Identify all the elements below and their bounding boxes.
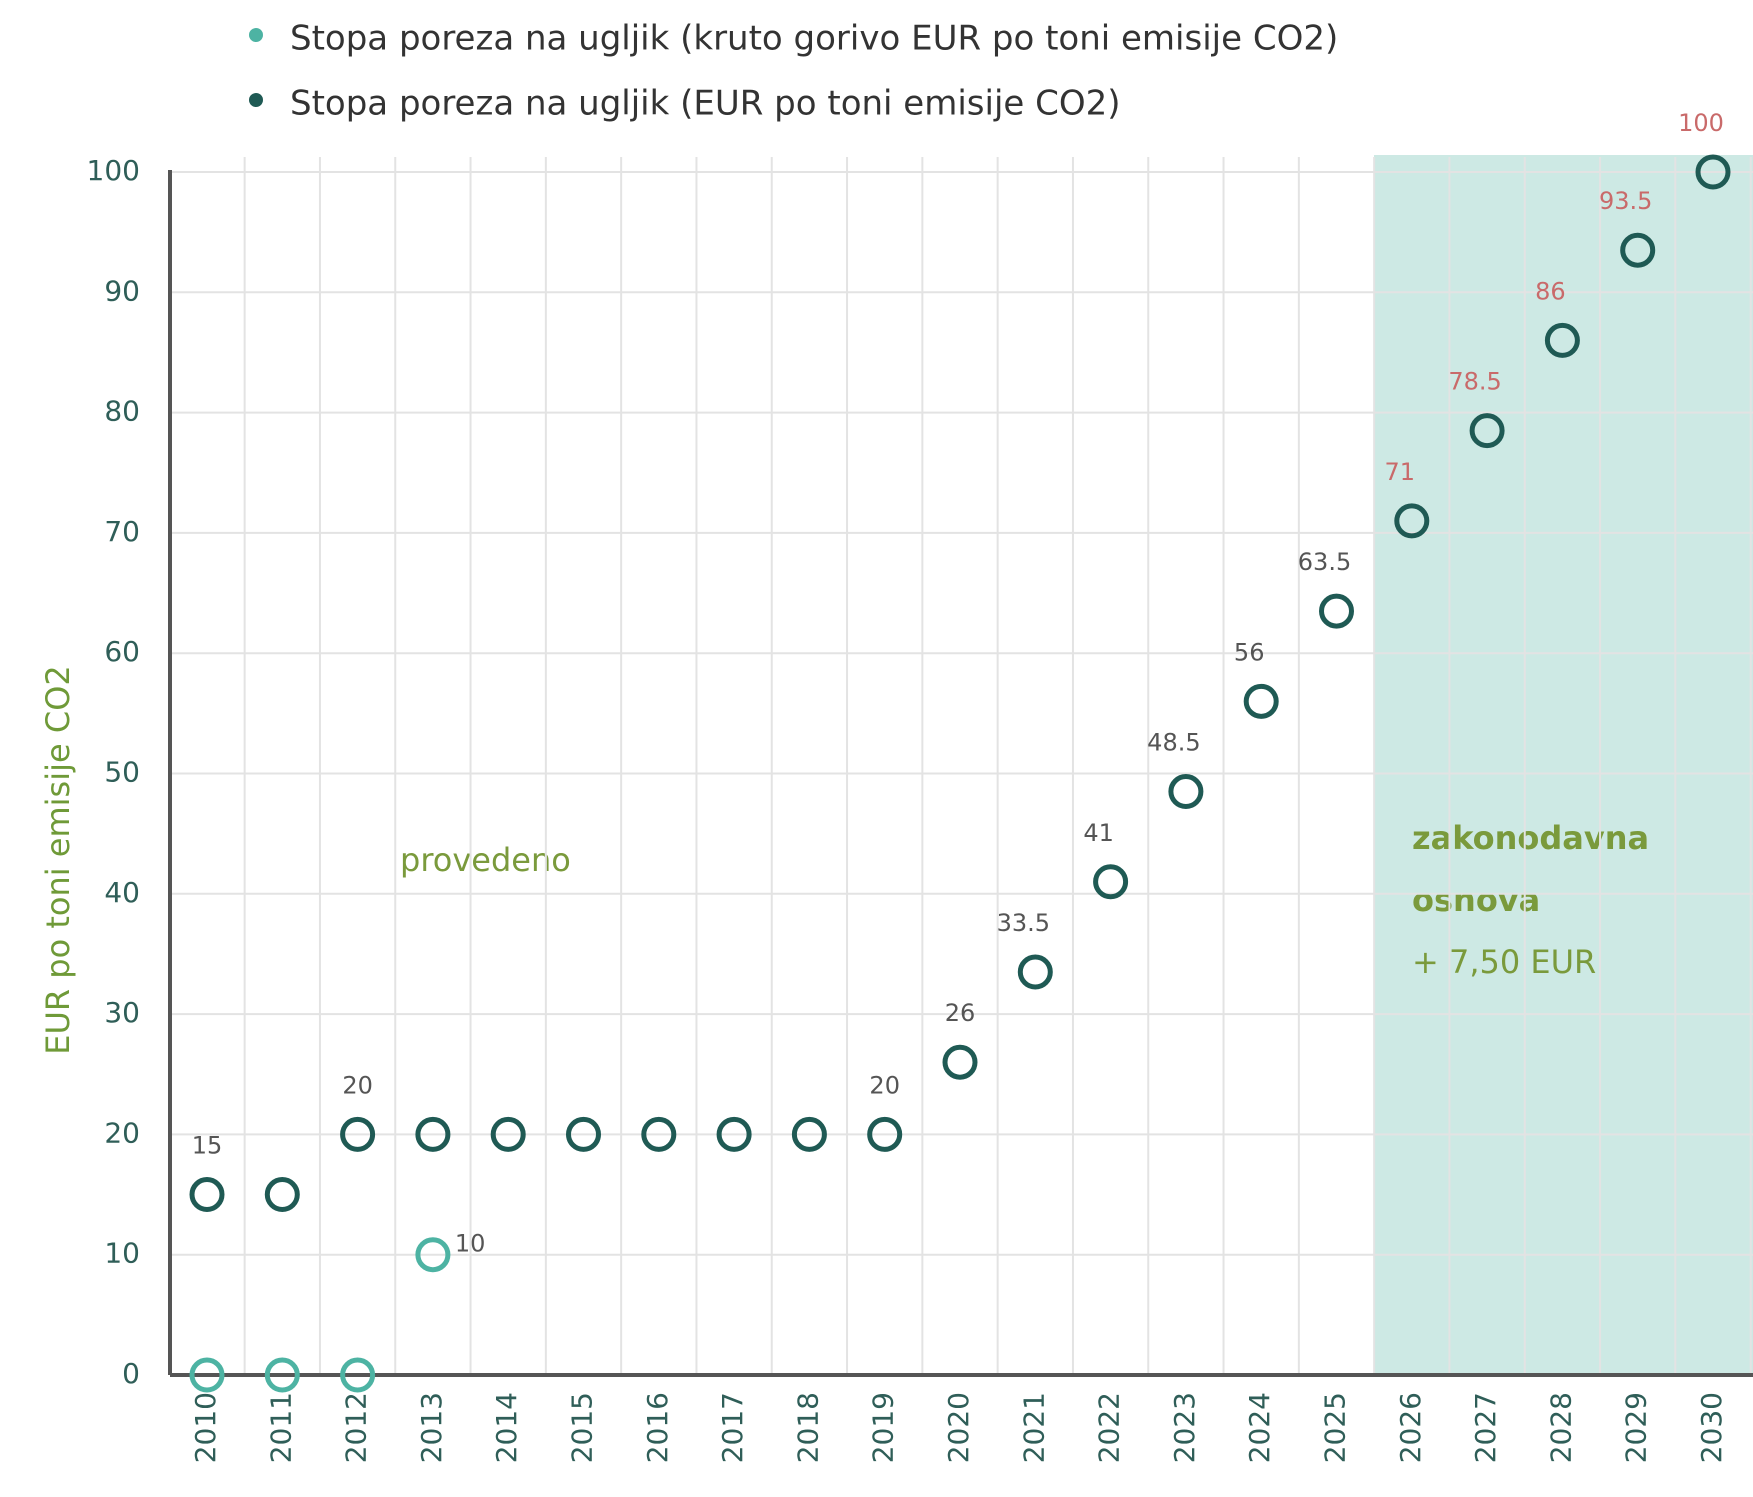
y-tick-label: 0 xyxy=(122,1357,140,1390)
data-point xyxy=(189,1177,225,1213)
x-tick-label: 2017 xyxy=(716,1392,749,1463)
data-label: 100 xyxy=(1678,109,1724,137)
y-tick-label: 60 xyxy=(104,635,140,668)
data-label: 63.5 xyxy=(1298,548,1351,576)
x-tick-label: 2013 xyxy=(415,1392,448,1463)
data-point xyxy=(1544,322,1580,358)
x-tick-label: 2012 xyxy=(340,1392,373,1463)
y-tick-label: 30 xyxy=(104,996,140,1029)
legislative-zone xyxy=(1374,155,1753,1375)
x-tick-label: 2022 xyxy=(1093,1392,1126,1463)
data-point xyxy=(1469,413,1505,449)
x-tick-label: 2027 xyxy=(1469,1392,1502,1463)
x-tick-label: 2026 xyxy=(1394,1392,1427,1463)
y-axis-label: EUR po toni emisije CO2 xyxy=(39,665,77,1055)
data-label: 10 xyxy=(455,1230,486,1258)
x-tick-label: 2025 xyxy=(1319,1392,1352,1463)
data-point xyxy=(867,1116,903,1152)
data-label: 56 xyxy=(1234,638,1265,666)
y-tick-label: 10 xyxy=(104,1237,140,1270)
x-tick-label: 2021 xyxy=(1017,1392,1050,1463)
data-label: 41 xyxy=(1083,819,1114,847)
data-label: 86 xyxy=(1535,277,1566,305)
data-point xyxy=(641,1116,677,1152)
y-tick-label: 80 xyxy=(104,395,140,428)
y-tick-label: 70 xyxy=(104,515,140,548)
y-tick-label: 40 xyxy=(104,876,140,909)
x-tick-label: 2016 xyxy=(641,1392,674,1463)
data-point xyxy=(1093,864,1129,900)
data-point xyxy=(1620,232,1656,268)
y-tick-label: 20 xyxy=(104,1116,140,1149)
x-tick-label: 2014 xyxy=(490,1392,523,1463)
annotation: zakonodavna xyxy=(1412,819,1649,857)
data-point xyxy=(1243,683,1279,719)
data-label: 15 xyxy=(192,1132,223,1160)
annotation: osnova xyxy=(1412,881,1540,919)
data-label: 26 xyxy=(945,999,976,1027)
annotation: + 7,50 EUR xyxy=(1412,943,1596,981)
data-label: 93.5 xyxy=(1599,187,1652,215)
x-tick-label: 2029 xyxy=(1620,1392,1653,1463)
data-point xyxy=(340,1357,376,1393)
y-tick-label: 50 xyxy=(104,756,140,789)
x-tick-label: 2019 xyxy=(867,1392,900,1463)
data-point xyxy=(566,1116,601,1152)
x-tick-label: 2028 xyxy=(1544,1392,1577,1463)
legend-marker xyxy=(249,93,263,107)
data-label: 33.5 xyxy=(997,909,1050,937)
data-label: 71 xyxy=(1385,458,1416,486)
data-point xyxy=(1017,954,1053,990)
legend-label: Stopa poreza na ugljik (EUR po toni emis… xyxy=(290,84,1121,124)
data-point xyxy=(415,1237,451,1273)
x-tick-label: 2010 xyxy=(189,1392,222,1463)
x-tick-label: 2015 xyxy=(566,1392,599,1463)
x-tick-label: 2011 xyxy=(264,1392,297,1463)
data-label: 20 xyxy=(869,1071,900,1099)
data-point xyxy=(791,1116,827,1152)
legend-label: Stopa poreza na ugljik (kruto gorivo EUR… xyxy=(290,19,1338,59)
data-point xyxy=(716,1116,752,1152)
data-point xyxy=(942,1044,978,1080)
data-label: 48.5 xyxy=(1147,729,1200,757)
y-tick-label: 100 xyxy=(87,154,140,187)
data-label: 20 xyxy=(342,1071,373,1099)
data-point xyxy=(1168,774,1204,810)
x-tick-label: 2024 xyxy=(1243,1392,1276,1463)
data-label: 78.5 xyxy=(1448,368,1501,396)
data-point xyxy=(189,1357,225,1393)
x-tick-label: 2023 xyxy=(1168,1392,1201,1463)
data-point xyxy=(1695,154,1731,190)
annotation: provedeno xyxy=(400,841,571,879)
data-point xyxy=(415,1116,451,1152)
data-point xyxy=(1319,593,1354,629)
data-point xyxy=(264,1177,300,1213)
y-tick-label: 90 xyxy=(104,274,140,307)
data-point xyxy=(340,1116,376,1152)
data-point xyxy=(490,1116,526,1152)
data-point xyxy=(1394,503,1430,539)
data-point xyxy=(264,1357,300,1393)
legend-marker xyxy=(249,28,263,42)
x-tick-label: 2030 xyxy=(1695,1392,1728,1463)
x-tick-label: 2020 xyxy=(942,1392,975,1463)
x-tick-label: 2018 xyxy=(791,1392,824,1463)
